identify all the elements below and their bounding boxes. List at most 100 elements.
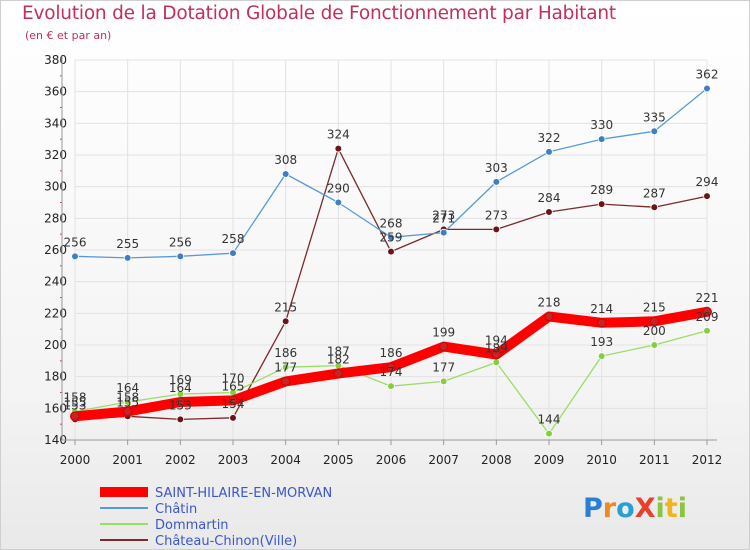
data-label: 186 (274, 346, 297, 360)
data-point (333, 369, 343, 378)
data-label: 255 (116, 237, 139, 251)
y-tick-label: 280 (44, 211, 67, 225)
x-tick-label: 2005 (323, 453, 354, 467)
data-point (281, 363, 290, 371)
x-tick-label: 2010 (586, 453, 617, 467)
data-label: 290 (327, 182, 350, 196)
data-label: 155 (64, 395, 87, 409)
series-0 (70, 306, 712, 422)
data-point (650, 203, 659, 212)
data-point (123, 407, 133, 416)
data-label: 177 (432, 360, 455, 374)
data-label: 158 (64, 391, 87, 405)
data-point (228, 396, 238, 405)
data-label: 144 (538, 413, 561, 427)
data-point (492, 358, 501, 367)
y-tick-label: 200 (44, 338, 67, 352)
data-label: 273 (485, 208, 508, 222)
x-tick-label: 2006 (376, 453, 407, 467)
data-label: 322 (538, 131, 561, 145)
data-label: 259 (380, 231, 403, 245)
data-label: 221 (696, 291, 719, 305)
data-point (281, 170, 290, 178)
y-tick-label: 300 (44, 180, 67, 194)
data-label: 165 (222, 379, 245, 393)
data-label: 330 (590, 118, 613, 132)
data-point (544, 312, 554, 321)
series-1 (71, 84, 711, 262)
logo-letter: t (665, 493, 678, 524)
data-label: 271 (432, 212, 455, 226)
grid (74, 59, 708, 441)
data-label: 273 (432, 208, 455, 222)
data-point (281, 317, 290, 326)
data-label: 170 (222, 372, 245, 386)
data-point (334, 144, 343, 153)
data-label: 189 (485, 341, 508, 355)
x-tick-label: 2007 (428, 453, 459, 467)
legend-label: Châtin (155, 502, 197, 517)
series-3 (71, 144, 711, 424)
data-point (70, 411, 80, 421)
data-point (386, 362, 396, 372)
data-point (123, 398, 132, 406)
data-label: 294 (696, 175, 719, 189)
legend-label: Château-Chinon(Ville) (155, 534, 297, 549)
data-point (703, 84, 711, 93)
y-tick-label: 240 (44, 275, 67, 289)
logo-letter: X (635, 493, 656, 524)
data-label: 182 (327, 353, 350, 367)
data-label: 193 (590, 335, 613, 349)
data-label: 287 (643, 186, 666, 200)
series-2 (71, 326, 711, 438)
data-point (281, 377, 291, 386)
data-point (702, 307, 712, 317)
data-label: 215 (274, 300, 297, 314)
data-label: 200 (643, 324, 666, 338)
data-point (492, 178, 501, 186)
data-point (175, 397, 185, 407)
logo-letter: i (678, 493, 687, 524)
y-tick-label: 360 (44, 85, 67, 99)
data-label: 187 (327, 345, 350, 359)
data-point (597, 200, 606, 208)
data-label: 155 (116, 395, 139, 409)
data-point (229, 249, 237, 257)
x-tick-label: 2011 (639, 453, 670, 467)
data-label: 158 (116, 391, 139, 405)
y-tick-label: 140 (44, 433, 67, 447)
data-label: 209 (696, 310, 719, 324)
data-point (545, 208, 553, 216)
logo-letter: r (603, 493, 617, 524)
data-label: 308 (274, 153, 297, 167)
x-tick-label: 2000 (60, 453, 91, 467)
data-point (439, 228, 448, 237)
proxiti-logo: ProXiti (583, 493, 687, 524)
y-tick-label: 380 (44, 53, 67, 67)
data-label: 215 (643, 300, 666, 314)
y-tick-label: 220 (44, 306, 67, 320)
data-point (492, 225, 501, 234)
data-label: 153 (169, 398, 192, 412)
series-lines (70, 84, 712, 438)
data-point (387, 247, 395, 256)
x-tick-label: 2004 (270, 453, 301, 467)
data-point (597, 135, 606, 143)
legend: SAINT-HILAIRE-EN-MORVANChâtinDommartinCh… (100, 486, 332, 549)
data-point (229, 414, 237, 422)
data-label: 303 (485, 161, 508, 175)
data-label: 335 (643, 110, 666, 124)
data-point (334, 198, 343, 207)
data-point (439, 377, 448, 386)
data-label: 169 (169, 373, 192, 387)
data-label: 194 (485, 334, 508, 348)
y-tick-label: 260 (44, 243, 67, 257)
data-point (650, 341, 659, 349)
x-tick-label: 2003 (218, 453, 249, 467)
data-label: 256 (169, 235, 192, 249)
data-point (176, 252, 185, 261)
data-label: 362 (696, 68, 719, 82)
y-tick-label: 180 (44, 370, 67, 384)
